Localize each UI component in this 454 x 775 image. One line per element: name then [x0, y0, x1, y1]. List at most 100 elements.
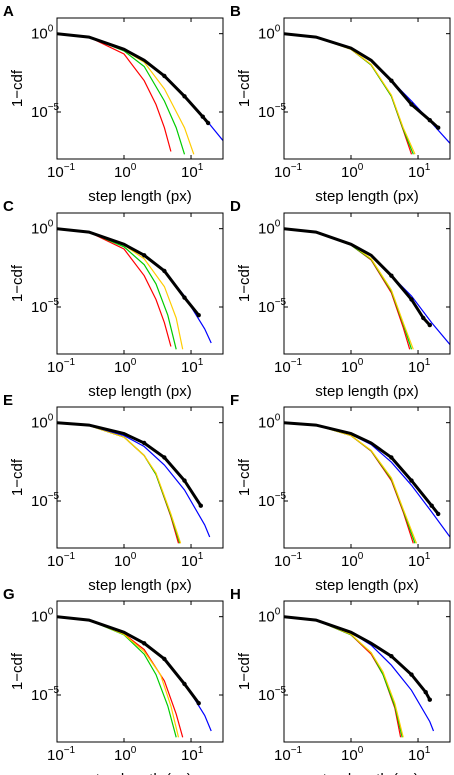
empirical-curve — [57, 421, 203, 507]
panel-f: F 10−1 100 101 100 10−5 step length (px) 1−cdf — [230, 392, 451, 594]
y-axis-label: 1−cdf — [9, 652, 26, 690]
empirical-point — [409, 478, 414, 483]
panel-letter: D — [230, 198, 241, 215]
panel-letter: A — [3, 3, 14, 20]
empirical-point — [436, 511, 441, 517]
y-tick-label: 10−5 — [31, 102, 60, 121]
x-tick-label: 100 — [341, 551, 364, 570]
empirical-point — [389, 78, 394, 83]
y-tick-label: 100 — [258, 219, 281, 238]
empirical-point — [427, 322, 432, 328]
empirical-point — [409, 102, 414, 107]
empirical-point — [436, 125, 441, 130]
y-tick-label: 10−5 — [258, 491, 287, 510]
x-tick-label: 101 — [181, 745, 204, 764]
y-tick-label: 100 — [31, 24, 54, 43]
empirical-point — [389, 273, 394, 278]
x-tick-label: 10−1 — [274, 551, 303, 570]
empirical-point — [389, 654, 394, 659]
x-tick-label: 101 — [181, 551, 204, 570]
empirical-point — [196, 701, 201, 706]
axes-box — [56, 406, 224, 549]
axes-box — [56, 17, 224, 160]
empirical-point — [162, 73, 167, 79]
panel-letter: G — [3, 586, 15, 603]
empirical-point — [205, 120, 211, 126]
empirical-point — [142, 253, 147, 258]
fit-curve-2 — [57, 616, 177, 738]
fit-curve-1 — [284, 33, 413, 155]
x-tick-label: 101 — [181, 357, 204, 376]
axes-box — [56, 600, 224, 743]
fit-curve-1 — [57, 33, 172, 152]
fit-curve-3 — [57, 616, 180, 738]
panel-h: H 10−1 100 101 100 10−5 step length (px) 1−cdf — [230, 586, 451, 775]
empirical-point — [182, 478, 187, 483]
empirical-curve — [284, 615, 432, 701]
y-tick-label: 10−5 — [258, 102, 287, 121]
x-tick-label: 101 — [408, 745, 431, 764]
empirical-point — [200, 114, 205, 119]
empirical-point — [429, 503, 434, 508]
panel-letter: H — [230, 586, 241, 603]
x-tick-label: 100 — [341, 357, 364, 376]
x-tick-label: 10−1 — [47, 745, 76, 764]
empirical-curve — [57, 227, 200, 317]
y-tick-label: 10−5 — [258, 297, 287, 316]
fit-curve-1 — [57, 616, 184, 738]
empirical-point — [427, 697, 432, 702]
fit-curve-2 — [57, 422, 181, 544]
fit-curve-2 — [284, 33, 414, 155]
y-tick-label: 10−5 — [258, 685, 287, 704]
x-tick-label: 101 — [181, 162, 204, 181]
y-tick-label: 10−5 — [31, 491, 60, 510]
fit-curve-2 — [57, 228, 177, 350]
empirical-point — [182, 295, 187, 300]
x-tick-label: 100 — [341, 162, 364, 181]
empirical-curve — [284, 421, 440, 515]
empirical-point — [196, 313, 201, 318]
panel-b: B 10−1 100 101 100 10−5 step length (px) 1−cdf — [230, 3, 451, 205]
fit-curve-1 — [57, 228, 172, 347]
empirical-point — [182, 681, 187, 687]
y-tick-label: 100 — [258, 24, 281, 43]
y-axis-label: 1−cdf — [236, 264, 253, 302]
axes-box — [283, 212, 451, 355]
fit-curve-1 — [284, 616, 402, 738]
panel-letter: B — [230, 3, 241, 20]
axes-box — [283, 406, 451, 549]
panel-d: D 10−1 100 101 100 10−5 step length (px) 1−cdf — [230, 198, 451, 400]
y-tick-label: 10−5 — [31, 297, 60, 316]
fit-curve-2 — [284, 422, 416, 544]
x-tick-label: 100 — [114, 745, 137, 764]
x-axis-label: step length (px) — [315, 188, 418, 205]
x-tick-label: 10−1 — [274, 162, 303, 181]
x-tick-label: 101 — [408, 551, 431, 570]
y-axis-label: 1−cdf — [236, 69, 253, 107]
fit-curve-3 — [284, 33, 416, 155]
x-tick-label: 101 — [408, 357, 431, 376]
y-tick-label: 100 — [258, 607, 281, 626]
fit-curve-3 — [284, 422, 418, 544]
empirical-point — [409, 297, 414, 302]
x-tick-label: 101 — [408, 162, 431, 181]
x-axis-label: step length (px) — [88, 188, 191, 205]
y-axis-label: 1−cdf — [236, 458, 253, 496]
x-axis-label: step length (px) — [88, 577, 191, 594]
x-tick-label: 100 — [114, 551, 137, 570]
fit-curve-3 — [284, 616, 404, 738]
empirical-point — [142, 641, 147, 646]
fit-curve-4 — [57, 228, 212, 344]
fit-curve-4 — [284, 228, 450, 345]
x-tick-label: 10−1 — [274, 357, 303, 376]
axes-box — [283, 600, 451, 743]
fit-curve-4 — [284, 33, 450, 144]
fit-curve-3 — [284, 228, 414, 350]
empirical-point — [162, 656, 167, 662]
y-axis-label: 1−cdf — [236, 652, 253, 690]
empirical-curve — [284, 227, 431, 327]
empirical-curve — [57, 32, 210, 124]
x-tick-label: 100 — [341, 745, 364, 764]
empirical-point — [389, 455, 394, 460]
panel-c: C 10−1 100 101 100 10−5 step length (px) 1−cdf — [3, 198, 224, 400]
